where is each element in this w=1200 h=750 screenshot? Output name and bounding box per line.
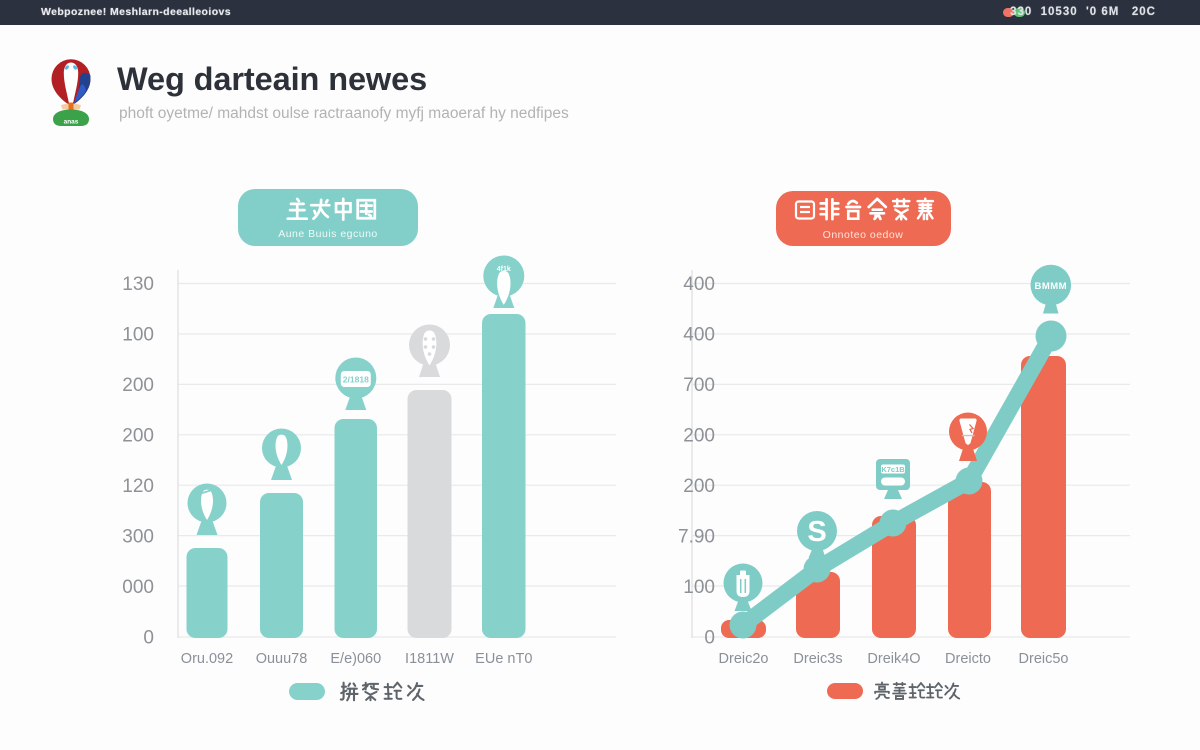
svg-text:400: 400 [683,325,715,346]
svg-text:7.90: 7.90 [678,527,715,548]
svg-text:Dreik4O: Dreik4O [867,651,920,667]
svg-text:400: 400 [683,274,715,295]
svg-text:200: 200 [122,426,154,447]
svg-text:120: 120 [122,476,154,497]
svg-text:000: 000 [122,577,154,598]
svg-text:anas: anas [64,119,79,126]
svg-text:700: 700 [683,375,715,396]
svg-text:K7c1B: K7c1B [881,465,905,474]
svg-text:0: 0 [143,628,154,649]
svg-text:2/1818: 2/1818 [343,375,369,385]
svg-text:100: 100 [683,577,715,598]
svg-text:Aune Buuis egcuno: Aune Buuis egcuno [278,228,378,240]
svg-text:200: 200 [122,375,154,396]
svg-text:Dreic3s: Dreic3s [793,651,842,667]
svg-text:EUe nT0: EUe nT0 [475,651,532,667]
svg-text:200: 200 [683,426,715,447]
svg-text:200: 200 [683,476,715,497]
svg-text:Dreicto: Dreicto [945,651,991,667]
svg-text:Dreic5o: Dreic5o [1019,651,1069,667]
svg-text:S: S [807,516,826,548]
svg-text:Dreic2o: Dreic2o [719,651,769,667]
svg-text:Onnoteo oedow: Onnoteo oedow [823,229,904,241]
svg-text:I1811W: I1811W [405,651,454,667]
svg-text:130: 130 [122,274,154,295]
svg-text:Ouuu78: Ouuu78 [256,651,308,667]
svg-text:E/e)060: E/e)060 [330,651,381,667]
svg-text:100: 100 [122,325,154,346]
svg-text:0: 0 [704,628,715,649]
svg-text:Oru.092: Oru.092 [181,651,233,667]
svg-text:BMMM: BMMM [1034,281,1067,292]
svg-text:4f1k: 4f1k [497,266,511,273]
svg-text:300: 300 [122,527,154,548]
